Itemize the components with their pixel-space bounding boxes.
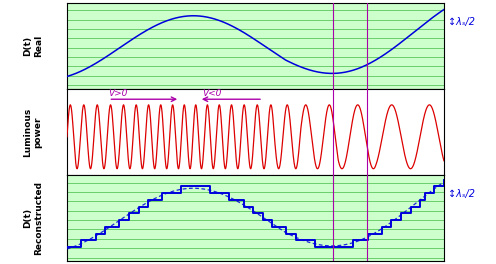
Text: D(t)
Reconstructed: D(t) Reconstructed [23, 181, 43, 255]
Text: k-2: k-2 [282, 177, 294, 186]
Text: k+1: k+1 [385, 177, 401, 186]
Text: Luminous
power: Luminous power [23, 107, 43, 157]
Text: ↕λₛ/2: ↕λₛ/2 [448, 17, 475, 27]
Text: k-3: k-3 [259, 177, 271, 186]
Text: D(t)
Real: D(t) Real [23, 35, 43, 57]
Text: k-1: k-1 [319, 177, 331, 186]
Text: V>0: V>0 [109, 89, 128, 98]
Text: ↕λₛ/2: ↕λₛ/2 [448, 189, 475, 199]
Text: k: k [357, 177, 362, 186]
Text: V<0: V<0 [203, 89, 222, 98]
Text: k-1: k-1 [217, 177, 229, 186]
Text: k-2: k-2 [233, 177, 245, 186]
